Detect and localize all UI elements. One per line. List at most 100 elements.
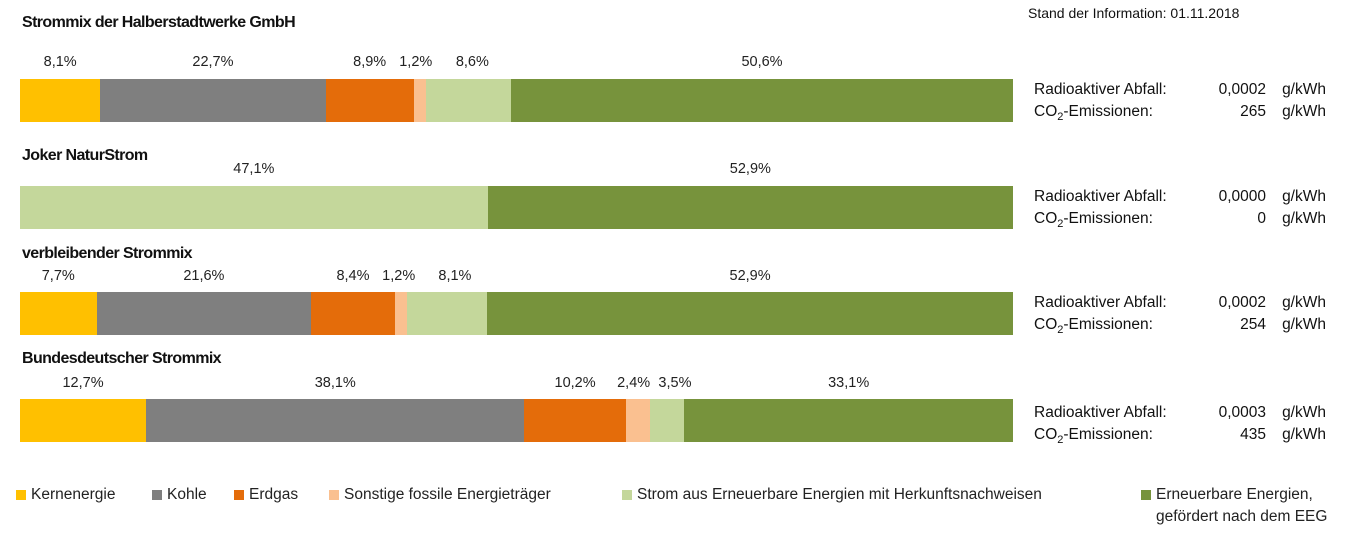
co2-emissions-unit: g/kWh	[1282, 103, 1326, 120]
co2-prefix: CO	[1034, 210, 1058, 227]
legend-swatch	[622, 490, 632, 500]
segment-value-label: 3,5%	[658, 375, 692, 391]
bar-segment-sonstige	[394, 292, 407, 335]
legend-item-erdgas: Erdgas	[234, 484, 298, 506]
segment-value-label: 33,1%	[828, 375, 870, 391]
segment-value-label: 8,9%	[353, 54, 387, 70]
radioactive-waste-row: Radioaktiver Abfall: 0,0003 g/kWh	[1034, 402, 1326, 424]
radioactive-waste-unit: g/kWh	[1282, 81, 1326, 98]
segment-value-label: 2,4%	[617, 375, 651, 391]
co2-emissions-row: CO2-Emissionen: 254 g/kWh	[1034, 314, 1326, 336]
legend-label: Kohle	[167, 486, 207, 503]
co2-subscript: 2	[1057, 324, 1064, 337]
legend-swatch	[16, 490, 26, 500]
segment-value-label: 10,2%	[554, 375, 596, 391]
co2-prefix: CO	[1034, 103, 1058, 120]
legend-label: Sonstige fossile Energieträger	[344, 486, 551, 503]
segment-value-label: 1,2%	[382, 268, 416, 284]
radioactive-waste-label: Radioaktiver Abfall:	[1034, 81, 1167, 98]
radioactive-waste-value: 0,0003	[1218, 404, 1266, 421]
co2-emissions-label: CO2-Emissionen:	[1034, 424, 1204, 446]
radioactive-waste-row: Radioaktiver Abfall: 0,0002 g/kWh	[1034, 292, 1326, 314]
legend-label: Erneuerbare Energien, gefördert nach dem…	[1156, 486, 1328, 525]
bar-segment-eeg	[487, 292, 1013, 335]
bar-segment-eeg	[511, 79, 1013, 122]
co2-emissions-label: CO2-Emissionen:	[1034, 208, 1204, 230]
co2-emissions-unit: g/kWh	[1282, 426, 1326, 443]
mix-title: Joker NaturStrom	[22, 147, 148, 164]
bar-segment-herkunft	[20, 186, 488, 229]
segment-value-label: 38,1%	[314, 375, 356, 391]
radioactive-waste-label: Radioaktiver Abfall:	[1034, 188, 1167, 205]
co2-emissions-unit: g/kWh	[1282, 316, 1326, 333]
radioactive-waste-unit: g/kWh	[1282, 188, 1326, 205]
legend-item-kern: Kernenergie	[16, 484, 115, 506]
legend-swatch	[234, 490, 244, 500]
co2-subscript: 2	[1057, 218, 1064, 231]
legend-item-sonstige: Sonstige fossile Energieträger	[329, 484, 551, 506]
segment-value-label: 52,9%	[729, 161, 771, 177]
co2-emissions-value: 0	[1257, 210, 1266, 227]
information-date: Stand der Information: 01.11.2018	[1028, 5, 1240, 21]
emissions-info: Radioaktiver Abfall: 0,0002 g/kWh CO2-Emiss…	[1034, 292, 1326, 336]
bar-segment-erdgas	[524, 399, 626, 442]
co2-emissions-row: CO2-Emissionen: 0 g/kWh	[1034, 208, 1326, 230]
radioactive-waste-value: 0,0002	[1218, 81, 1266, 98]
co2-emissions-value: 265	[1240, 103, 1266, 120]
bar-segment-kern	[20, 399, 147, 442]
segment-value-label: 12,7%	[62, 375, 104, 391]
co2-suffix: -Emissionen:	[1063, 103, 1153, 120]
bar-segment-kohle	[96, 292, 312, 335]
co2-emissions-value: 254	[1240, 316, 1266, 333]
radioactive-waste-value: 0,0002	[1218, 294, 1266, 311]
segment-value-label: 47,1%	[233, 161, 275, 177]
co2-emissions-label: CO2-Emissionen:	[1034, 101, 1204, 123]
legend-label: Erdgas	[249, 486, 299, 503]
bar-segment-eeg	[684, 399, 1013, 442]
segment-value-label: 50,6%	[741, 54, 783, 70]
bar-segment-erdgas	[311, 292, 395, 335]
bar-segment-sonstige	[413, 79, 426, 122]
co2-emissions-label: CO2-Emissionen:	[1034, 314, 1204, 336]
co2-emissions-value: 435	[1240, 426, 1266, 443]
mix-title: Strommix der Halberstadtwerke GmbH	[22, 14, 296, 31]
segment-value-label: 8,1%	[438, 268, 472, 284]
segment-value-label: 1,2%	[399, 54, 433, 70]
radioactive-waste-unit: g/kWh	[1282, 294, 1326, 311]
bar-segment-kohle	[100, 79, 326, 122]
radioactive-waste-unit: g/kWh	[1282, 404, 1326, 421]
bar-segment-kohle	[146, 399, 525, 442]
bar-segment-sonstige	[625, 399, 650, 442]
co2-prefix: CO	[1034, 426, 1058, 443]
mix-title: Bundesdeutscher Strommix	[22, 350, 222, 367]
emissions-info: Radioaktiver Abfall: 0,0003 g/kWh CO2-Emiss…	[1034, 402, 1326, 446]
radioactive-waste-label: Radioaktiver Abfall:	[1034, 404, 1167, 421]
legend-label: Kernenergie	[31, 486, 116, 503]
mix-title: verbleibender Strommix	[22, 245, 193, 262]
segment-value-label: 7,7%	[41, 268, 75, 284]
bar-segment-kern	[20, 292, 97, 335]
bar-segment-kern	[20, 79, 101, 122]
co2-subscript: 2	[1057, 111, 1064, 124]
legend-label: Strom aus Erneuerbare Energien mit Herku…	[637, 486, 1042, 503]
radioactive-waste-value: 0,0000	[1218, 188, 1266, 205]
segment-value-label: 8,1%	[43, 54, 77, 70]
co2-prefix: CO	[1034, 316, 1058, 333]
segment-value-label: 8,4%	[336, 268, 370, 284]
segment-value-label: 8,6%	[455, 54, 489, 70]
stacked-bar	[20, 186, 1013, 229]
radioactive-waste-label: Radioaktiver Abfall:	[1034, 294, 1167, 311]
segment-value-label: 21,6%	[183, 268, 225, 284]
co2-suffix: -Emissionen:	[1063, 426, 1153, 443]
emissions-info: Radioaktiver Abfall: 0,0002 g/kWh CO2-Emiss…	[1034, 79, 1326, 123]
stacked-bar	[20, 79, 1013, 122]
stacked-bar	[20, 292, 1013, 335]
legend-item-kohle: Kohle	[152, 484, 207, 506]
stacked-bar	[20, 399, 1013, 442]
legend-swatch	[152, 490, 162, 500]
co2-suffix: -Emissionen:	[1063, 210, 1153, 227]
segment-value-label: 52,9%	[729, 268, 771, 284]
bar-segment-eeg	[487, 186, 1013, 229]
co2-emissions-row: CO2-Emissionen: 265 g/kWh	[1034, 101, 1326, 123]
legend-item-herkunft: Strom aus Erneuerbare Energien mit Herku…	[622, 484, 1042, 506]
